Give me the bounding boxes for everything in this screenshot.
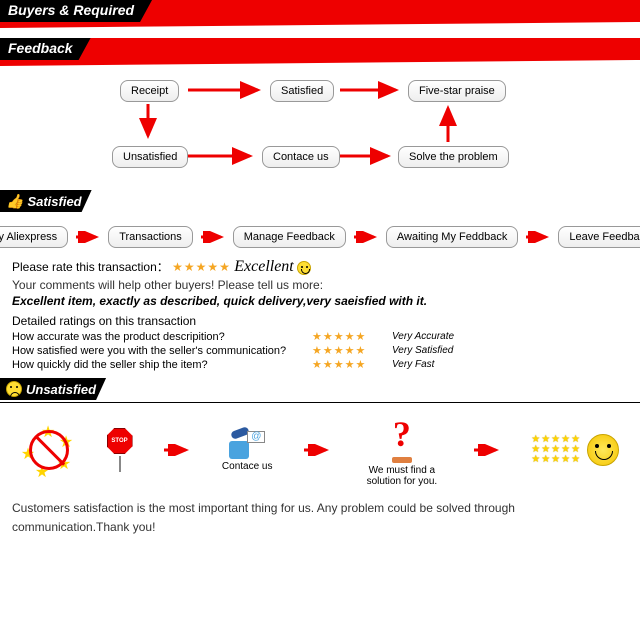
sub-unsatisfied-label: Unsatisfied (26, 382, 96, 397)
sub-satisfied-label: Satisfied (27, 194, 81, 209)
step-awaiting: Awaiting My Feddback (386, 226, 518, 248)
node-five-star: Five-star praise (408, 80, 506, 102)
arrow-icon (162, 444, 192, 456)
feedback-flowchart: Receipt Satisfied Five-star praise Unsat… (0, 74, 640, 184)
contact-us-item: Contace us (222, 429, 273, 472)
sub-unsatisfied: Unsatisfied (0, 378, 106, 400)
step-manage: Manage Feedback (233, 226, 346, 248)
sad-icon (6, 381, 22, 397)
solution-item: ? We must find a solution for you. (362, 413, 442, 487)
det-stars: ★★★★★ (312, 344, 392, 357)
det-a: Very Accurate (392, 331, 454, 342)
det-q: How accurate was the product descripitio… (12, 331, 312, 343)
arrow-icon (524, 231, 552, 243)
node-unsatisfied: Unsatisfied (112, 146, 188, 168)
detailed-title: Detailed ratings on this transaction (12, 314, 628, 328)
arrow-icon (472, 444, 502, 456)
det-row: How accurate was the product descripitio… (12, 330, 628, 343)
footer-text: Customers satisfaction is the most impor… (12, 499, 628, 537)
det-a: Very Fast (392, 359, 434, 370)
sub-satisfied: 👍 Satisfied (0, 190, 92, 212)
det-row: How quickly did the seller ship the item… (12, 358, 628, 371)
no-rating-icon: ★ ★ ★ ★ ★ (21, 422, 77, 478)
arrow-icon (302, 444, 332, 456)
banner-buyers: Buyers & Required (0, 0, 640, 28)
det-q: How satisfied were you with the seller's… (12, 345, 312, 357)
node-receipt: Receipt (120, 80, 179, 102)
solution-label: We must find a solution for you. (362, 465, 442, 487)
node-contact: Contace us (262, 146, 340, 168)
node-satisfied: Satisfied (270, 80, 334, 102)
det-stars: ★★★★★ (312, 330, 392, 343)
rate-line: Please rate this transaction： ★★★★★ Exce… (12, 258, 640, 276)
det-q: How quickly did the seller ship the item… (12, 359, 312, 371)
contact-label: Contace us (222, 461, 273, 472)
banner-buyers-label: Buyers & Required (0, 0, 152, 22)
sample-comment: Excellent item, exactly as described, qu… (12, 294, 628, 308)
feedback-steps: My Aliexpress Transactions Manage Feedba… (4, 226, 636, 248)
node-solve: Solve the problem (398, 146, 509, 168)
det-row: How satisfied were you with the seller's… (12, 344, 628, 357)
step-aliexpress: My Aliexpress (0, 226, 68, 248)
step-leave: Leave Feedback (558, 226, 640, 248)
step-transactions: Transactions (108, 226, 193, 248)
five-star-result: ★★★★★ ★★★★★ ★★★★★ (531, 434, 619, 466)
result-stars: ★★★★★ (531, 455, 581, 465)
smile-icon (297, 261, 311, 275)
arrow-icon (352, 231, 380, 243)
det-a: Very Satisfied (392, 345, 453, 356)
banner-feedback-label: Feedback (0, 38, 91, 60)
banner-feedback: Feedback (0, 38, 640, 66)
big-smile-icon (587, 434, 619, 466)
stop-icon: STOP (107, 428, 133, 472)
question-icon: ? (393, 413, 411, 455)
phone-mail-icon (229, 429, 265, 459)
thumbs-up-icon: 👍 (6, 193, 23, 210)
arrow-icon (74, 231, 102, 243)
help-text: Your comments will help other buyers! Pl… (12, 278, 628, 292)
rate-word: Excellent (234, 258, 294, 275)
arrow-icon (199, 231, 227, 243)
unsatisfied-flow: ★ ★ ★ ★ ★ STOP Contace us ? We must find… (6, 413, 634, 487)
det-stars: ★★★★★ (312, 358, 392, 371)
rate-label: Please rate this transaction： (12, 260, 169, 274)
rate-stars: ★★★★★ (172, 260, 231, 274)
